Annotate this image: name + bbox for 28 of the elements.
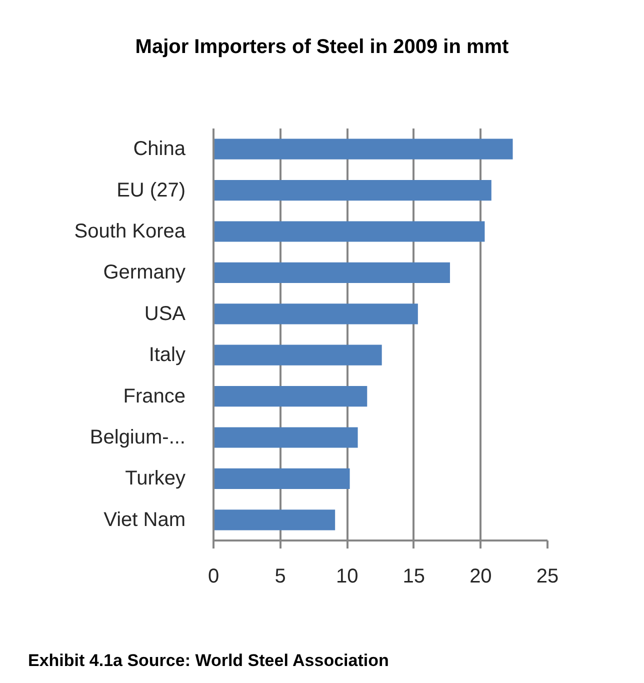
- bar: [214, 262, 450, 283]
- x-tick-label: 0: [208, 566, 220, 588]
- y-tick-label: USA: [144, 302, 186, 325]
- y-tick-label: South Korea: [74, 220, 186, 242]
- y-tick-label: Viet Nam: [104, 508, 186, 531]
- bar: [214, 468, 350, 489]
- y-tick-label: Turkey: [125, 468, 186, 490]
- bar: [214, 138, 513, 160]
- y-tick-label: Belgium-...: [90, 426, 186, 448]
- x-tick-label: 15: [402, 566, 426, 588]
- bar: [214, 304, 418, 324]
- bar: [214, 221, 485, 242]
- bar: [214, 510, 336, 530]
- bar: [214, 344, 382, 366]
- x-tick-label: 20: [470, 566, 492, 588]
- y-tick-label: Italy: [148, 344, 186, 366]
- y-tick-label: EU (27): [116, 179, 186, 202]
- y-tick-label: Germany: [103, 262, 186, 284]
- text: Exhibit 4.1a Source: World Steel Association: [28, 651, 389, 671]
- bar: [214, 180, 492, 201]
- x-tick-label: 5: [274, 566, 286, 588]
- x-tick-label: 25: [536, 566, 559, 588]
- bar: [214, 427, 358, 448]
- chart-title: Major Importers of Steel in 2009 in mmt: [135, 35, 509, 59]
- x-tick-label: 10: [336, 566, 358, 588]
- bar: [214, 386, 368, 407]
- y-tick-label: China: [133, 138, 186, 160]
- y-tick-label: France: [123, 385, 186, 408]
